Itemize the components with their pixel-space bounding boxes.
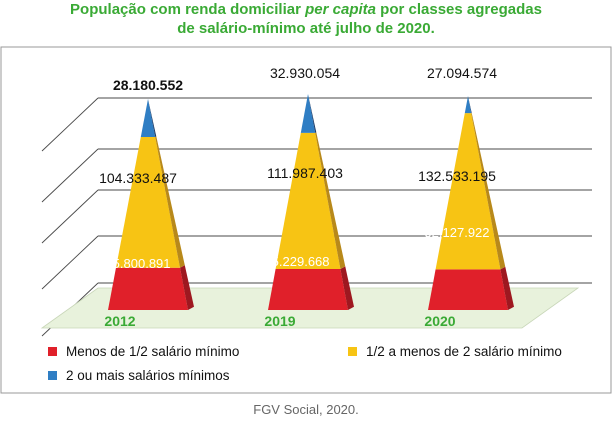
legend-item-2: 2 ou mais salários mínimos: [48, 368, 230, 383]
chart-title: População com renda domiciliar per capit…: [0, 0, 612, 38]
bar-2012-front-2: [140, 99, 156, 137]
legend-item-0: Menos de 1/2 salário mínimo: [48, 344, 239, 359]
chart-frame: 65.800.891 104.333.487 28.180.552 2012 65.22…: [0, 46, 612, 394]
bar-2020-front-2: [464, 96, 472, 114]
bar-2020-side-2: [468, 96, 472, 114]
gridline-diagonal-0: [41, 97, 99, 152]
bar-2019-front-1: [275, 132, 341, 269]
bar-2012-front-1: [116, 136, 180, 268]
gridline-diagonal-1: [41, 148, 99, 203]
data-label-2020-2: 27.094.574: [427, 65, 497, 81]
legend-swatch-1: [348, 347, 357, 356]
x-tick-label-2012: 2012: [104, 313, 135, 329]
data-label-2020-0: 52.127.922: [424, 225, 489, 240]
gridline-diagonal-3: [41, 235, 99, 290]
source-note: FGV Social, 2020.: [253, 402, 359, 417]
bar-2020-side-0: [500, 266, 514, 310]
data-label-2012-2: 28.180.552: [113, 77, 183, 93]
title-line1-end: por classes agregadas: [376, 1, 542, 18]
bar-2012-side-0: [180, 265, 194, 310]
bar-2019-front-0: [268, 268, 348, 310]
legend-label-2: 2 ou mais salários mínimos: [66, 368, 230, 383]
x-tick-label-2020: 2020: [424, 313, 455, 329]
x-tick-label-2019: 2019: [264, 313, 295, 329]
data-label-2012-1: 104.333.487: [99, 170, 177, 186]
legend-item-1: 1/2 a menos de 2 salário mínimo: [348, 344, 562, 359]
bar-2012-side-1: [155, 136, 185, 268]
data-label-2019-2: 32.930.054: [270, 65, 340, 81]
pyramid-2012: [108, 99, 194, 310]
data-label-2012-0: 65.800.891: [105, 256, 170, 271]
bar-2019-side-0: [340, 266, 354, 310]
bar-2020-front-0: [428, 269, 508, 310]
pyramid-2019: [268, 94, 354, 310]
legend-swatch-2: [48, 371, 57, 380]
bar-2019-front-2: [300, 94, 316, 133]
legend: Menos de 1/2 salário mínimo 1/2 a menos d…: [0, 46, 612, 394]
title-line1-start: População com renda domiciliar: [70, 1, 306, 18]
title-line2: de salário-mínimo até julho de 2020.: [177, 20, 435, 37]
gridline-diagonal-2: [41, 189, 99, 244]
bar-2020-side-1: [471, 112, 506, 270]
data-label-2019-1: 111.987.403: [267, 165, 343, 181]
pyramid-chart: 65.800.891 104.333.487 28.180.552 2012 65.22…: [0, 46, 612, 394]
bar-2012-side-2: [148, 99, 157, 137]
bar-2020-front-1: [435, 113, 501, 270]
bar-2012-front-0: [108, 267, 188, 310]
data-label-2020-1: 132.533.195: [418, 168, 496, 184]
bar-2019-side-2: [308, 94, 317, 133]
legend-label-1: 1/2 a menos de 2 salário mínimo: [366, 344, 562, 359]
outer-border: [0, 46, 612, 394]
legend-label-0: Menos de 1/2 salário mínimo: [66, 344, 240, 359]
pyramid-2020: [428, 96, 514, 310]
title-line1-italic: per capita: [305, 1, 376, 18]
bar-2019-side-1: [315, 132, 346, 269]
data-label-2019-0: 65.229.668: [264, 254, 329, 269]
legend-swatch-0: [48, 347, 57, 356]
